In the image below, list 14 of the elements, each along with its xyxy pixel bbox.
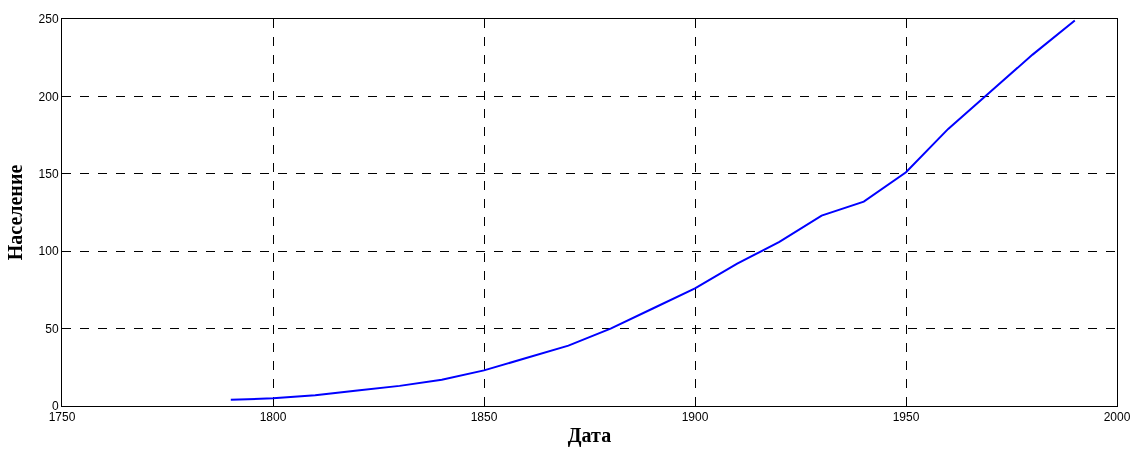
- x-tick-label: 1850: [470, 410, 498, 425]
- y-tick-label: 200: [38, 89, 59, 104]
- x-tick-label: 1900: [681, 410, 709, 425]
- y-tick-label: 100: [38, 244, 59, 259]
- y-tick-label: 150: [38, 167, 59, 181]
- x-tick-label: 1750: [48, 410, 76, 425]
- line-series: [229, 19, 1076, 401]
- x-axis-title: Дата: [567, 423, 612, 447]
- x-tick-label: 1950: [892, 410, 920, 425]
- x-tick-label: 2000: [1103, 410, 1131, 425]
- y-axis-title: Население: [4, 164, 27, 261]
- y-tick-label: 50: [45, 321, 59, 336]
- x-tick-label: 1800: [259, 410, 287, 425]
- y-tick-label: 250: [38, 12, 59, 27]
